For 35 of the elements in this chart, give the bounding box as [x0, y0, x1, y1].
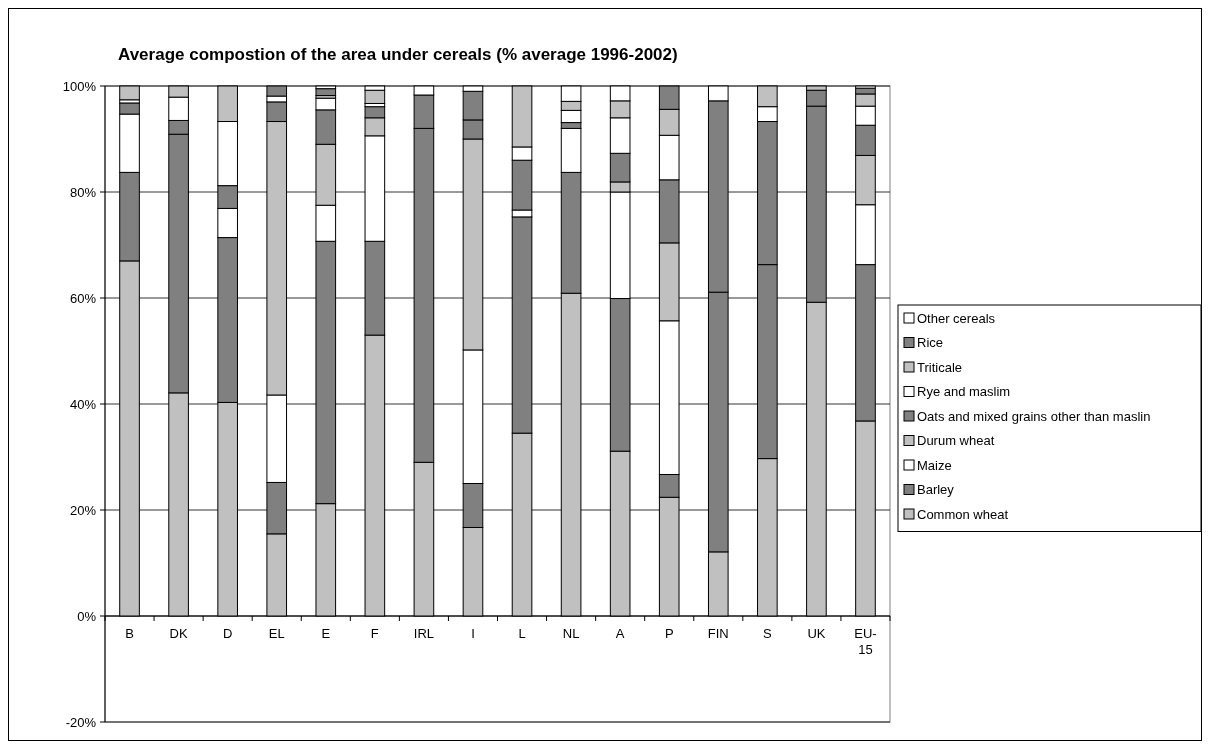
x-tick-label: IRL [413, 626, 435, 641]
x-tick-label: FIN [707, 626, 729, 641]
x-tick-label: I [471, 626, 475, 641]
legend-label: Maize [917, 457, 952, 473]
y-tick-label: -20% [65, 714, 97, 730]
legend-label: Barley [917, 482, 955, 498]
chart-title: Average compostion of the area under cereals (% average 1996-2002) [118, 45, 678, 64]
x-tick-label: UK [807, 626, 826, 641]
x-tick-label: D [222, 626, 233, 641]
x-tick-label: EL [268, 626, 285, 641]
y-tick-label: 0% [77, 608, 97, 624]
x-tick-label: P [664, 626, 674, 641]
bar [364, 89, 386, 104]
y-tick-label: 60% [69, 290, 97, 306]
bar [315, 88, 337, 97]
legend-label: Rye and maslim [917, 384, 1011, 400]
y-tick-label: 20% [69, 502, 97, 518]
x-tick-label: L [518, 626, 526, 641]
x-tick-label: EU-15 [854, 626, 877, 657]
legend-label: Other cereals [917, 310, 996, 326]
legend-label: Triticale [917, 359, 963, 375]
x-tick-label: S [763, 626, 773, 641]
legend-label: Oats and mixed grains other than maslin [917, 408, 1151, 424]
x-tick-label: F [370, 626, 379, 641]
legend-label: Common wheat [917, 506, 1009, 522]
x-tick-label: DK [169, 626, 188, 641]
x-tick-label: NL [562, 626, 580, 641]
x-tick-label: E [321, 626, 331, 641]
x-tick-label: B [125, 626, 134, 641]
y-tick-label: 40% [69, 396, 97, 412]
legend-label: Rice [917, 335, 944, 351]
y-tick-label: 100% [62, 78, 97, 94]
x-tick-label: A [615, 626, 625, 641]
y-tick-label: 80% [69, 184, 97, 200]
legend-label: Durum wheat [917, 433, 995, 449]
